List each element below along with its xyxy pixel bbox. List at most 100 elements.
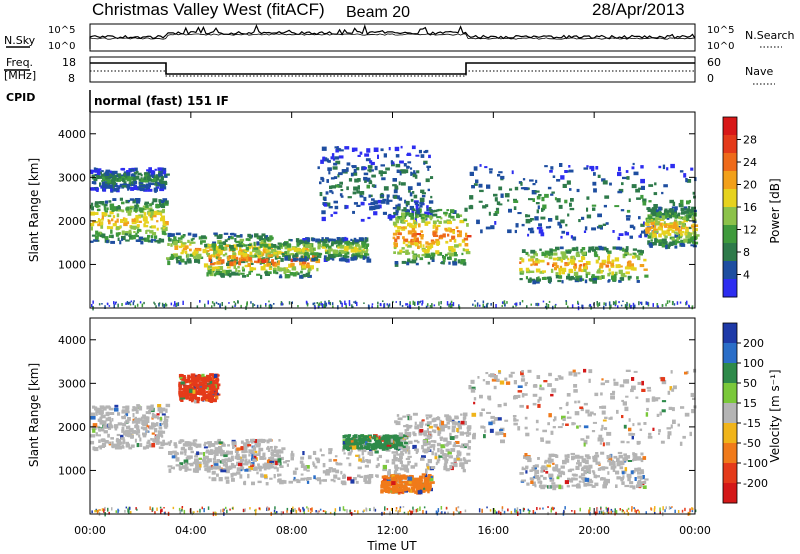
echo-cell bbox=[442, 256, 446, 260]
echo-cell bbox=[272, 244, 277, 248]
echo-cell bbox=[149, 226, 152, 229]
echo-cell bbox=[427, 167, 430, 171]
echo-cell bbox=[111, 234, 114, 239]
echo-cell bbox=[186, 455, 191, 460]
echo-cell bbox=[632, 252, 636, 255]
echo-cell bbox=[99, 445, 102, 450]
echo-cell bbox=[340, 195, 344, 198]
echo-cell bbox=[328, 467, 333, 470]
echo-cell bbox=[607, 272, 611, 277]
echo-cell bbox=[585, 409, 590, 414]
echo-cell bbox=[665, 244, 668, 250]
echo-cell bbox=[408, 440, 413, 444]
echo-cell bbox=[243, 480, 247, 486]
echo-cell bbox=[426, 448, 430, 452]
echo-cell bbox=[214, 463, 219, 466]
echo-cell bbox=[575, 465, 580, 470]
echo-cell bbox=[460, 261, 464, 265]
echo-cell bbox=[100, 222, 103, 226]
echo-cell bbox=[227, 444, 230, 447]
echo-cell bbox=[303, 477, 308, 480]
echo-cell bbox=[380, 483, 384, 487]
echo-cell bbox=[390, 160, 393, 164]
echo-cell bbox=[686, 226, 689, 229]
echo-cell bbox=[241, 454, 247, 459]
noise-cell bbox=[535, 302, 537, 306]
echo-cell bbox=[583, 167, 589, 170]
echo-cell bbox=[498, 171, 503, 174]
echo-cell bbox=[373, 147, 379, 152]
echo-cell bbox=[316, 255, 320, 258]
echo-cell bbox=[291, 247, 296, 250]
echo-cell bbox=[421, 192, 426, 195]
echo-cell bbox=[255, 453, 261, 456]
echo-cell bbox=[335, 149, 339, 153]
freq-series bbox=[90, 62, 695, 75]
echo-cell bbox=[666, 229, 670, 233]
echo-cell bbox=[159, 432, 163, 437]
echo-cell bbox=[254, 450, 258, 454]
echo-cell bbox=[95, 412, 98, 416]
echo-cell bbox=[421, 194, 426, 198]
echo-cell bbox=[691, 409, 695, 414]
echo-cell bbox=[663, 221, 666, 224]
echo-cell bbox=[324, 249, 328, 252]
echo-cell bbox=[198, 248, 202, 252]
echo-cell bbox=[305, 263, 310, 267]
echo-cell bbox=[144, 221, 149, 224]
echo-cell bbox=[606, 455, 609, 460]
echo-cell bbox=[337, 477, 341, 480]
echo-cell bbox=[437, 459, 440, 464]
echo-cell bbox=[432, 220, 437, 224]
echo-cell bbox=[144, 206, 149, 210]
echo-cell bbox=[338, 250, 343, 255]
echo-cell bbox=[260, 257, 265, 261]
echo-cell bbox=[608, 268, 611, 272]
echo-cell bbox=[567, 249, 572, 253]
echo-cell bbox=[184, 451, 187, 456]
echo-cell bbox=[679, 242, 685, 246]
noise-cell bbox=[132, 301, 135, 306]
echo-cell bbox=[334, 205, 339, 210]
echo-cell bbox=[301, 463, 305, 468]
echo-cell bbox=[661, 191, 664, 195]
echo-cell bbox=[683, 219, 688, 223]
echo-cell bbox=[537, 399, 540, 403]
echo-cell bbox=[189, 462, 194, 467]
echo-cell bbox=[569, 188, 572, 191]
echo-cell bbox=[240, 446, 244, 451]
echo-cell bbox=[90, 169, 93, 174]
noise-cell bbox=[213, 302, 216, 306]
echo-cell bbox=[608, 462, 613, 466]
echo-cell bbox=[299, 248, 302, 252]
echo-cell bbox=[422, 439, 427, 443]
echo-cell bbox=[189, 248, 192, 252]
echo-cell bbox=[524, 416, 528, 420]
echo-cell bbox=[398, 181, 401, 186]
noise-cell bbox=[173, 304, 175, 307]
echo-cell bbox=[247, 444, 252, 447]
echo-cell bbox=[638, 187, 643, 190]
echo-cell bbox=[650, 210, 656, 214]
echo-cell bbox=[594, 454, 600, 458]
echo-cell bbox=[151, 422, 155, 426]
echo-cell bbox=[488, 211, 491, 216]
echo-cell bbox=[91, 174, 95, 177]
echo-cell bbox=[101, 420, 107, 425]
echo-cell bbox=[138, 178, 143, 182]
echo-cell bbox=[432, 447, 436, 451]
echo-cell bbox=[253, 455, 257, 460]
echo-cell bbox=[544, 165, 548, 168]
echo-cell bbox=[291, 450, 294, 455]
colorbar-segment bbox=[723, 207, 737, 226]
echo-cell bbox=[550, 166, 554, 170]
echo-cell bbox=[443, 465, 448, 471]
echo-cell bbox=[133, 234, 137, 238]
echo-cell bbox=[229, 261, 234, 266]
echo-cell bbox=[370, 201, 375, 205]
echo-cell bbox=[105, 236, 109, 240]
echo-cell bbox=[146, 405, 151, 410]
echo-cell bbox=[688, 226, 692, 230]
echo-cell bbox=[589, 478, 592, 482]
echo-cell bbox=[224, 452, 229, 456]
